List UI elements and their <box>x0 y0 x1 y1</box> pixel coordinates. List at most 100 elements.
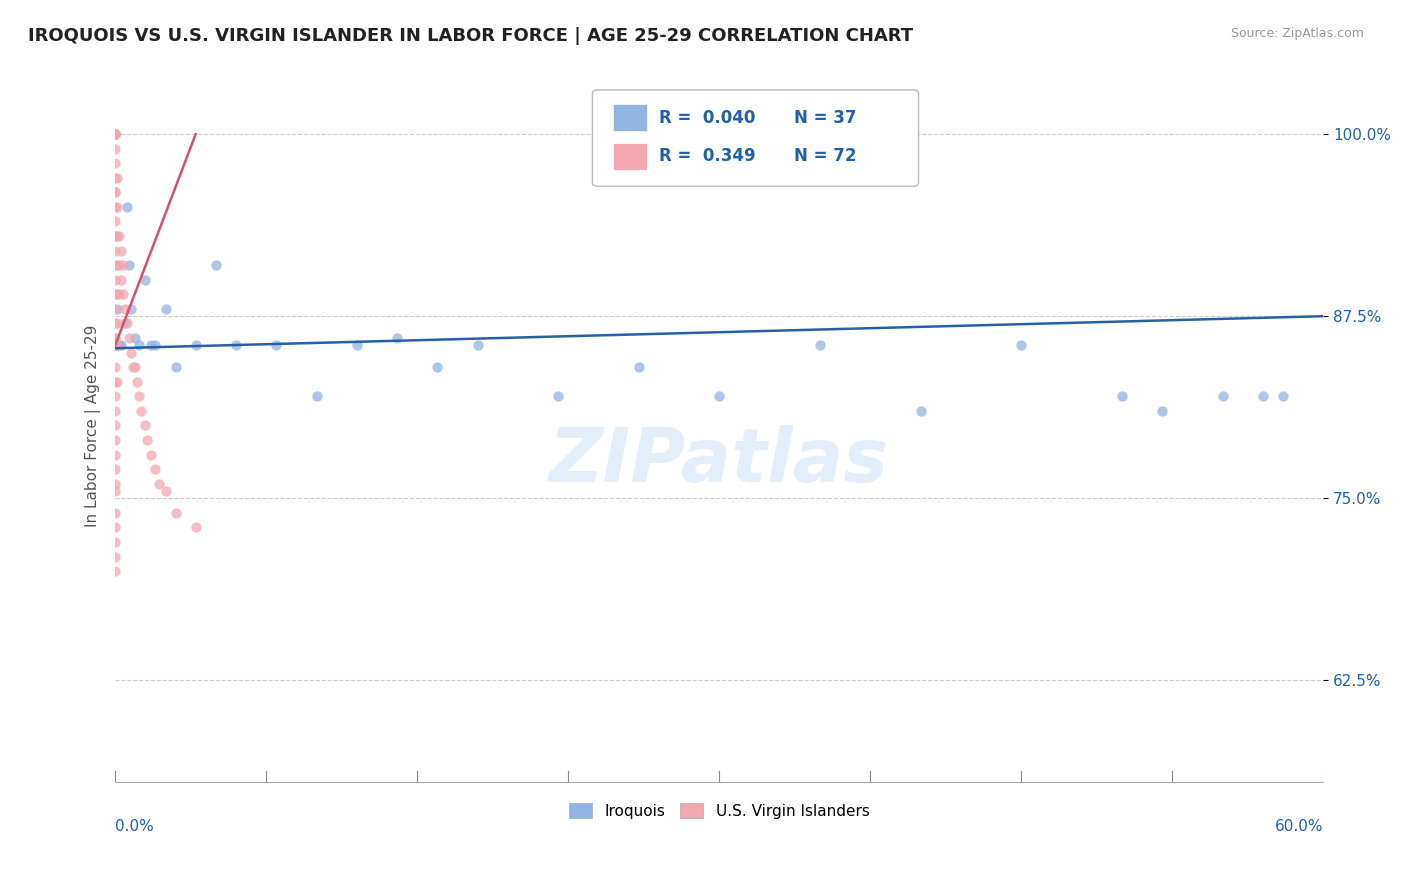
Point <box>104 433 127 447</box>
Point <box>104 127 127 141</box>
Point <box>108 229 131 244</box>
Point <box>104 338 127 352</box>
Point <box>1212 389 1234 403</box>
Point <box>627 360 650 375</box>
Point <box>155 301 177 316</box>
Text: N = 37: N = 37 <box>794 109 856 127</box>
Point <box>1111 389 1133 403</box>
Point <box>108 287 131 301</box>
Point <box>184 520 207 534</box>
Text: R =  0.040: R = 0.040 <box>659 109 755 127</box>
Point <box>104 156 127 170</box>
Point <box>105 200 128 214</box>
Point <box>118 331 141 345</box>
Point <box>104 127 127 141</box>
Text: 60.0%: 60.0% <box>1275 819 1323 834</box>
Point <box>145 338 167 352</box>
Point <box>105 338 128 352</box>
Point <box>124 360 146 375</box>
Point <box>105 375 128 389</box>
Point <box>127 375 149 389</box>
Point <box>1152 404 1174 418</box>
Legend: Iroquois, U.S. Virgin Islanders: Iroquois, U.S. Virgin Islanders <box>562 797 876 825</box>
Y-axis label: In Labor Force | Age 25-29: In Labor Force | Age 25-29 <box>86 325 101 526</box>
Point <box>112 287 135 301</box>
Point <box>141 338 163 352</box>
Point <box>118 258 141 272</box>
Text: 0.0%: 0.0% <box>115 819 153 834</box>
Point <box>145 462 167 476</box>
Point <box>1010 338 1032 352</box>
Point <box>120 301 142 316</box>
Point <box>104 535 127 549</box>
Point <box>104 229 127 244</box>
Point <box>225 338 247 352</box>
Point <box>104 404 127 418</box>
Point <box>104 287 127 301</box>
Point <box>104 127 127 141</box>
Point <box>134 418 156 433</box>
Point <box>104 331 127 345</box>
Point <box>104 520 127 534</box>
Point <box>426 360 449 375</box>
Point <box>104 258 127 272</box>
Point <box>104 317 127 331</box>
Point <box>105 229 128 244</box>
Point <box>104 186 127 200</box>
Point <box>104 389 127 403</box>
Point <box>141 448 163 462</box>
Point <box>122 360 145 375</box>
Point <box>264 338 287 352</box>
Point <box>1272 389 1295 403</box>
Point <box>108 338 131 352</box>
Point <box>104 476 127 491</box>
Text: IROQUOIS VS U.S. VIRGIN ISLANDER IN LABOR FORCE | AGE 25-29 CORRELATION CHART: IROQUOIS VS U.S. VIRGIN ISLANDER IN LABO… <box>28 27 914 45</box>
Point <box>104 229 127 244</box>
Point <box>105 287 128 301</box>
Point <box>131 404 153 418</box>
Point <box>104 360 127 375</box>
Point <box>104 331 127 345</box>
Point <box>104 127 127 141</box>
Point <box>110 338 132 352</box>
Point <box>808 338 831 352</box>
Point <box>136 433 159 447</box>
Point <box>104 127 127 141</box>
Point <box>114 317 136 331</box>
Point <box>104 549 127 564</box>
Point <box>120 345 142 359</box>
Text: ZIPatlas: ZIPatlas <box>550 425 889 498</box>
FancyBboxPatch shape <box>592 90 918 186</box>
Point <box>117 200 139 214</box>
Point <box>105 301 128 316</box>
Point <box>104 506 127 520</box>
Point <box>105 338 128 352</box>
Point <box>134 273 156 287</box>
Point <box>105 170 128 185</box>
Text: N = 72: N = 72 <box>794 147 856 165</box>
Point <box>105 258 128 272</box>
Point <box>104 244 127 258</box>
Point <box>104 170 127 185</box>
Point <box>709 389 731 403</box>
Point <box>105 317 128 331</box>
Point <box>108 258 131 272</box>
Point <box>155 483 177 498</box>
Point <box>148 476 170 491</box>
Point <box>104 564 127 578</box>
Point <box>1251 389 1274 403</box>
Point <box>104 375 127 389</box>
Point <box>104 418 127 433</box>
Point <box>104 127 127 141</box>
Point <box>104 127 127 141</box>
Point <box>104 483 127 498</box>
Point <box>104 462 127 476</box>
Point <box>165 506 187 520</box>
Text: Source: ZipAtlas.com: Source: ZipAtlas.com <box>1230 27 1364 40</box>
Point <box>385 331 408 345</box>
FancyBboxPatch shape <box>613 104 647 131</box>
Point <box>467 338 489 352</box>
Point <box>110 244 132 258</box>
FancyBboxPatch shape <box>613 143 647 169</box>
Point <box>128 338 150 352</box>
